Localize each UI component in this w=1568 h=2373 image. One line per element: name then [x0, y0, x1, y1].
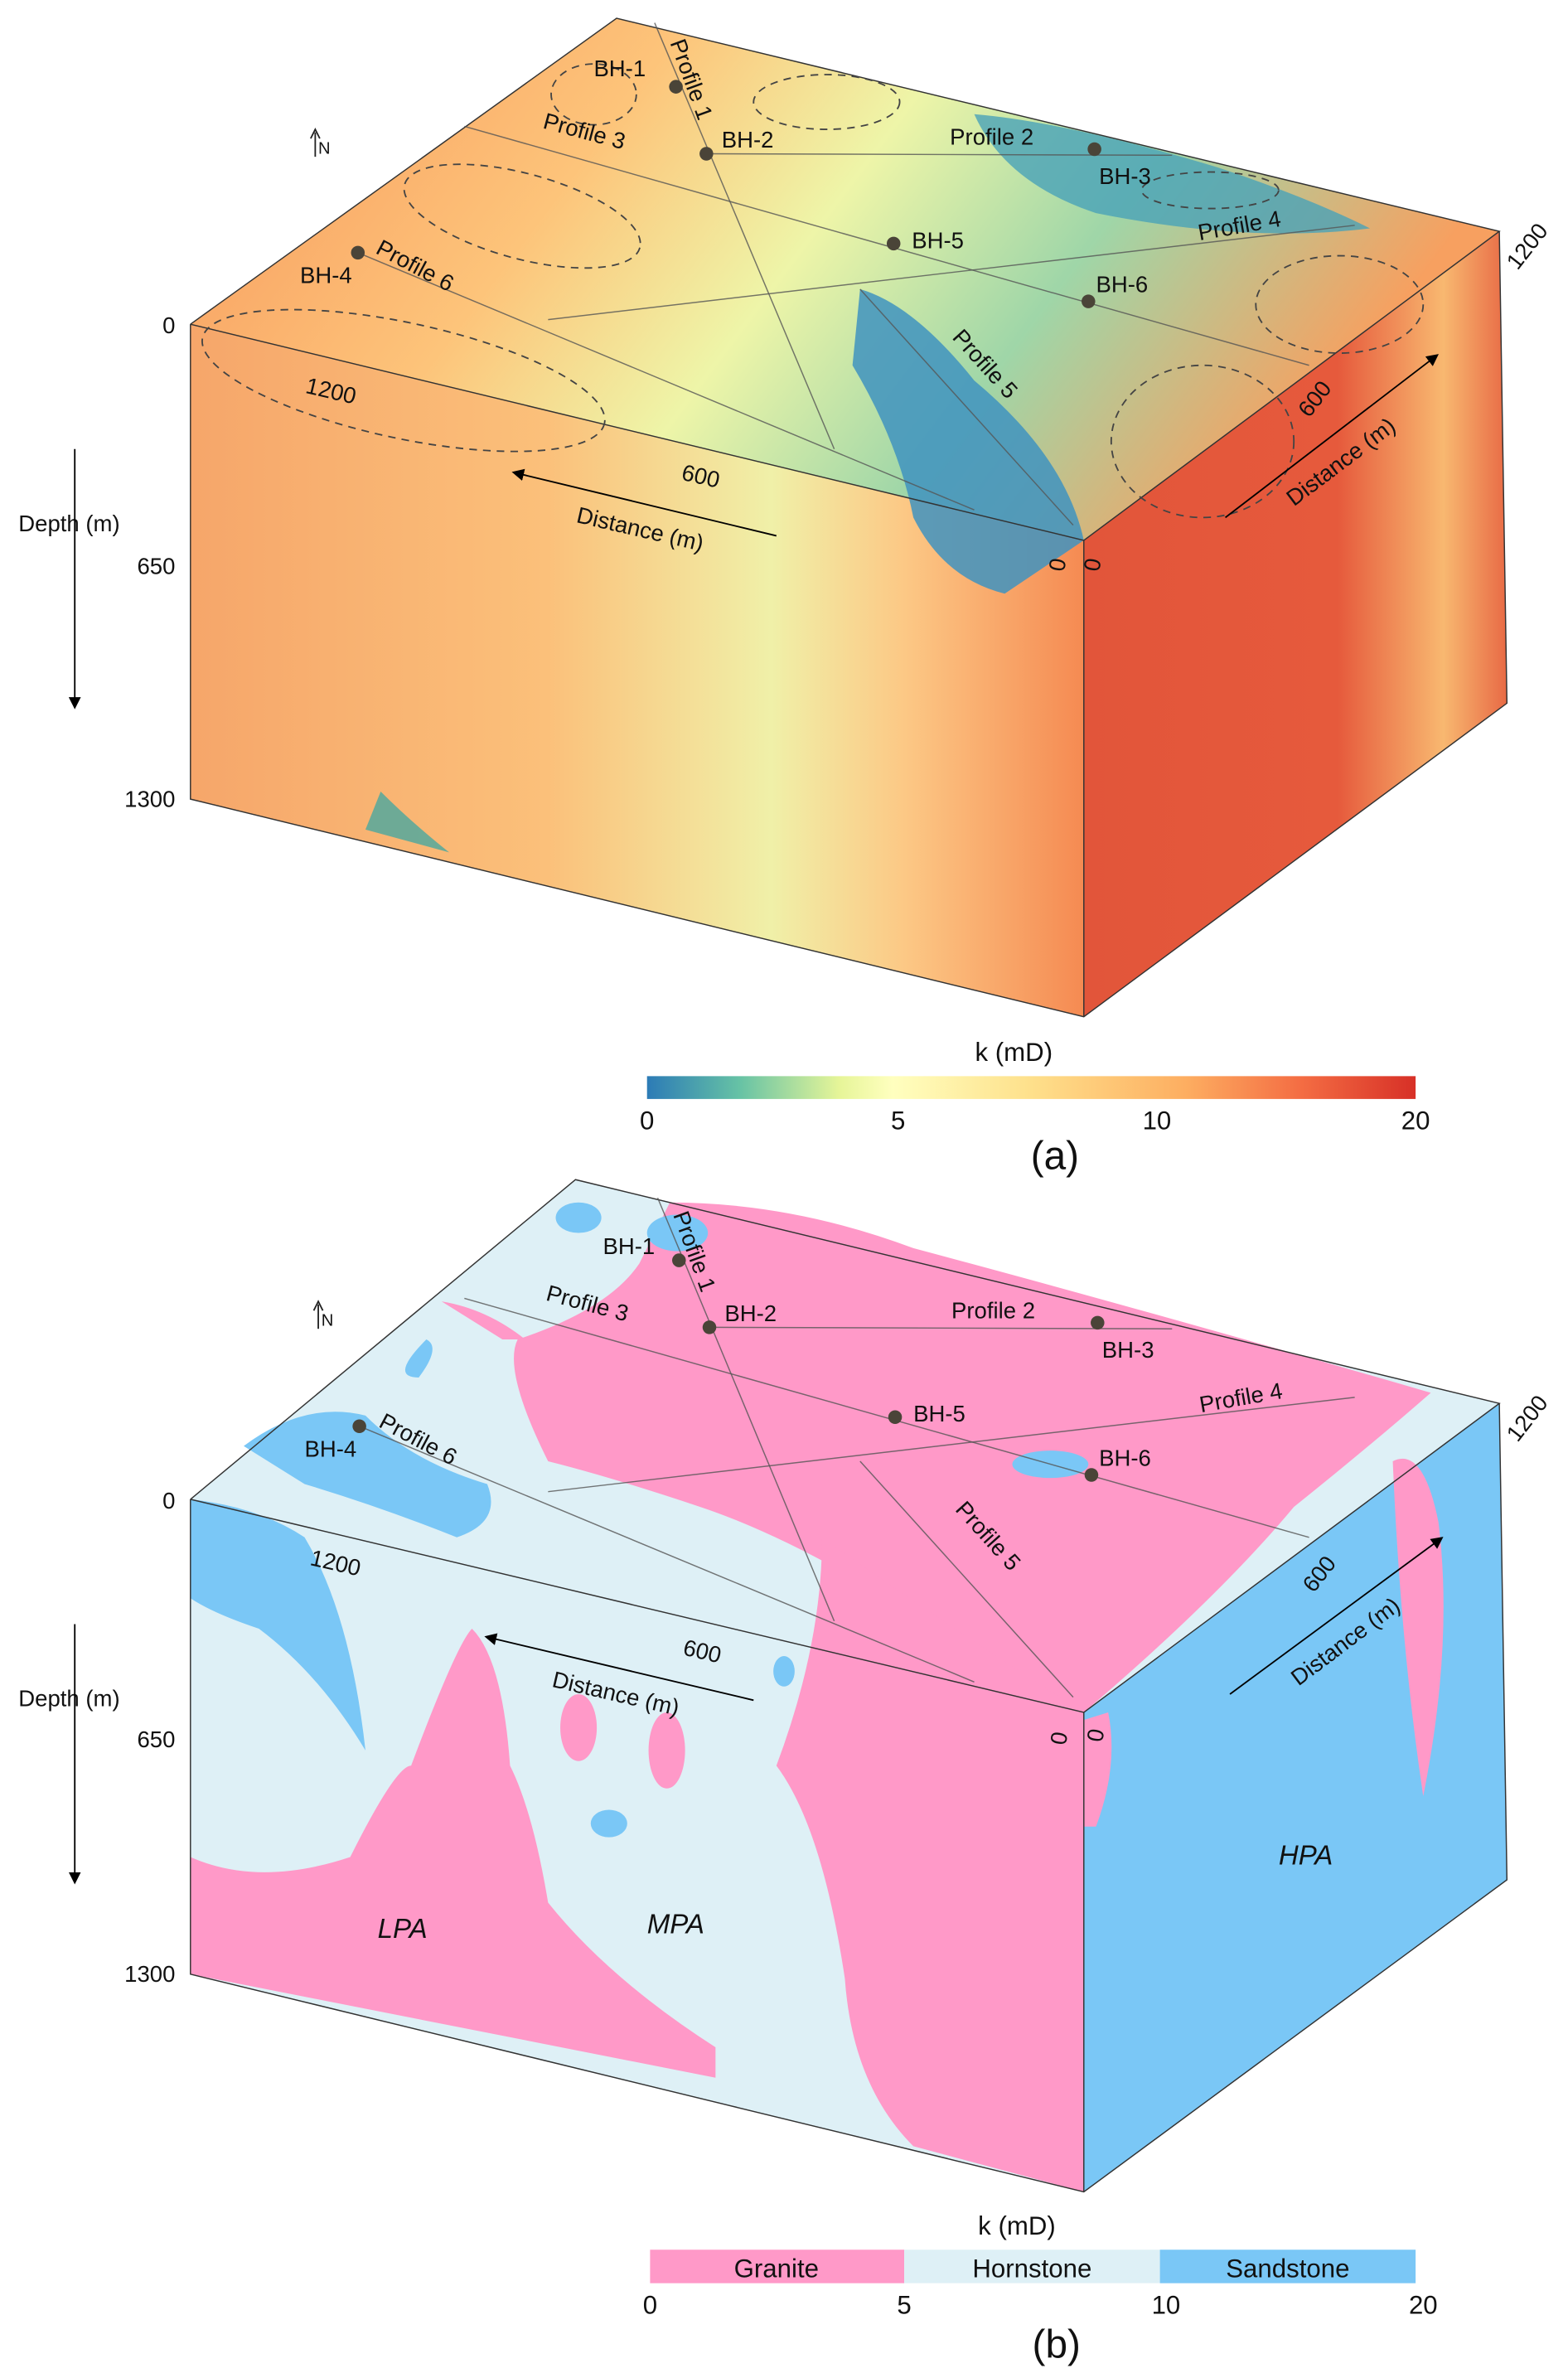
svg-text:(b): (b) — [1033, 2323, 1081, 2367]
svg-text:0: 0 — [1079, 556, 1106, 573]
north-arrow: N — [312, 1300, 334, 1330]
svg-text:5: 5 — [897, 2290, 911, 2319]
svg-text:(a): (a) — [1031, 1134, 1079, 1178]
svg-text:Granite: Granite — [734, 2254, 819, 2283]
svg-text:0: 0 — [1043, 556, 1071, 573]
borehole-marker[interactable] — [1084, 1468, 1099, 1482]
profile-lines — [359, 1197, 1355, 1698]
svg-text:0: 0 — [640, 1107, 654, 1136]
borehole-label: BH-6 — [1096, 272, 1148, 298]
svg-text:MPA: MPA — [647, 1909, 704, 1940]
borehole-label: BH-4 — [300, 263, 352, 288]
borehole-marker[interactable] — [886, 236, 901, 251]
svg-text:10: 10 — [1143, 1107, 1172, 1136]
boreholes: BH-1 BH-2 BH-3 BH-4 BH-5 BH-6 — [305, 1233, 1154, 1482]
svg-text:1300: 1300 — [124, 786, 175, 811]
svg-text:k (mD): k (mD) — [978, 2211, 1056, 2240]
borehole-marker[interactable] — [888, 1410, 903, 1424]
borehole-label: BH-3 — [1099, 163, 1151, 189]
low-k-zone-north — [974, 114, 1371, 234]
borehole-label: BH-4 — [305, 1436, 357, 1461]
svg-text:Sandstone: Sandstone — [1226, 2254, 1349, 2283]
borehole-label: BH-2 — [722, 127, 774, 153]
legend-b: k (mD) Granite Hornstone Sandstone 0 5 1… — [643, 2211, 1438, 2367]
profile-label: Profile 2 — [951, 1297, 1035, 1323]
svg-text:1200: 1200 — [1501, 218, 1552, 274]
svg-text:0: 0 — [162, 1488, 175, 1513]
granite-zones — [190, 1202, 1444, 2192]
legend-sandstone — [1159, 2250, 1416, 2283]
front-edges — [190, 17, 1508, 1018]
svg-text:HPA: HPA — [1279, 1841, 1333, 1872]
svg-text:0: 0 — [162, 312, 175, 338]
front-face — [190, 324, 1084, 1017]
borehole-marker[interactable] — [352, 1419, 366, 1434]
depth-axis: Depth (m) 0 650 1300 — [18, 1488, 175, 1987]
colorbar-gradient — [646, 1076, 1416, 1099]
svg-text:20: 20 — [1409, 2290, 1438, 2319]
svg-text:Depth (m): Depth (m) — [18, 1686, 119, 1712]
colorbar-a: k (mD) 0 5 10 20 (a) — [640, 1038, 1430, 1178]
svg-text:N: N — [322, 1312, 334, 1330]
borehole-label: BH-5 — [912, 227, 964, 253]
legend-granite — [650, 2250, 905, 2283]
panel-b: BH-1 BH-2 BH-3 BH-4 BH-5 BH-6 Profile 1 … — [18, 1179, 1553, 2367]
svg-text:650: 650 — [137, 1726, 175, 1752]
zone-labels: LPA MPA HPA — [378, 1841, 1333, 1944]
north-arrow: N — [310, 128, 331, 157]
borehole-label: BH-1 — [603, 1233, 655, 1259]
svg-text:Depth (m): Depth (m) — [18, 511, 119, 536]
borehole-label: BH-3 — [1102, 1337, 1154, 1363]
borehole-marker[interactable] — [699, 147, 714, 161]
svg-text:20: 20 — [1401, 1107, 1430, 1136]
borehole-marker[interactable] — [1091, 1315, 1105, 1330]
zone-outlines — [201, 63, 1425, 519]
front-edges — [190, 1179, 1508, 2193]
right-face — [1083, 231, 1508, 1017]
low-k-zone — [852, 288, 1084, 594]
depth-axis: Depth (m) 0 650 1300 — [18, 312, 175, 811]
svg-text:N: N — [318, 139, 331, 157]
boreholes: BH-1 BH-2 BH-3 BH-4 BH-5 BH-6 — [300, 56, 1151, 308]
svg-text:1300: 1300 — [124, 1961, 175, 1987]
svg-text:k (mD): k (mD) — [975, 1038, 1053, 1067]
borehole-marker[interactable] — [1087, 142, 1101, 157]
svg-text:Hornstone: Hornstone — [972, 2254, 1091, 2283]
panel-a: BH-1 BH-2 BH-3 BH-4 BH-5 BH-6 Profile 1 … — [18, 17, 1553, 1178]
borehole-label: BH-5 — [913, 1401, 965, 1426]
borehole-label: BH-1 — [593, 56, 646, 81]
profile-lines — [357, 22, 1355, 526]
legend-hornstone — [904, 2250, 1160, 2283]
svg-text:LPA: LPA — [378, 1914, 428, 1944]
svg-text:650: 650 — [137, 553, 175, 579]
top-face — [190, 18, 1500, 540]
borehole-label: BH-2 — [724, 1300, 777, 1326]
svg-text:5: 5 — [891, 1107, 905, 1136]
borehole-marker[interactable] — [702, 1320, 717, 1334]
borehole-label: BH-6 — [1099, 1445, 1151, 1470]
borehole-marker[interactable] — [1082, 294, 1096, 308]
sandstone-zones — [190, 1202, 1089, 1838]
svg-text:0: 0 — [1082, 1726, 1109, 1743]
borehole-marker[interactable] — [672, 1253, 686, 1267]
svg-text:0: 0 — [1045, 1730, 1072, 1746]
borehole-marker[interactable] — [669, 80, 683, 94]
borehole-marker[interactable] — [351, 245, 365, 260]
svg-text:0: 0 — [643, 2290, 657, 2319]
svg-text:10: 10 — [1152, 2290, 1181, 2319]
svg-text:1200: 1200 — [1501, 1390, 1552, 1446]
profile-label: Profile 2 — [950, 123, 1033, 149]
low-k-zone-deep — [365, 791, 449, 853]
